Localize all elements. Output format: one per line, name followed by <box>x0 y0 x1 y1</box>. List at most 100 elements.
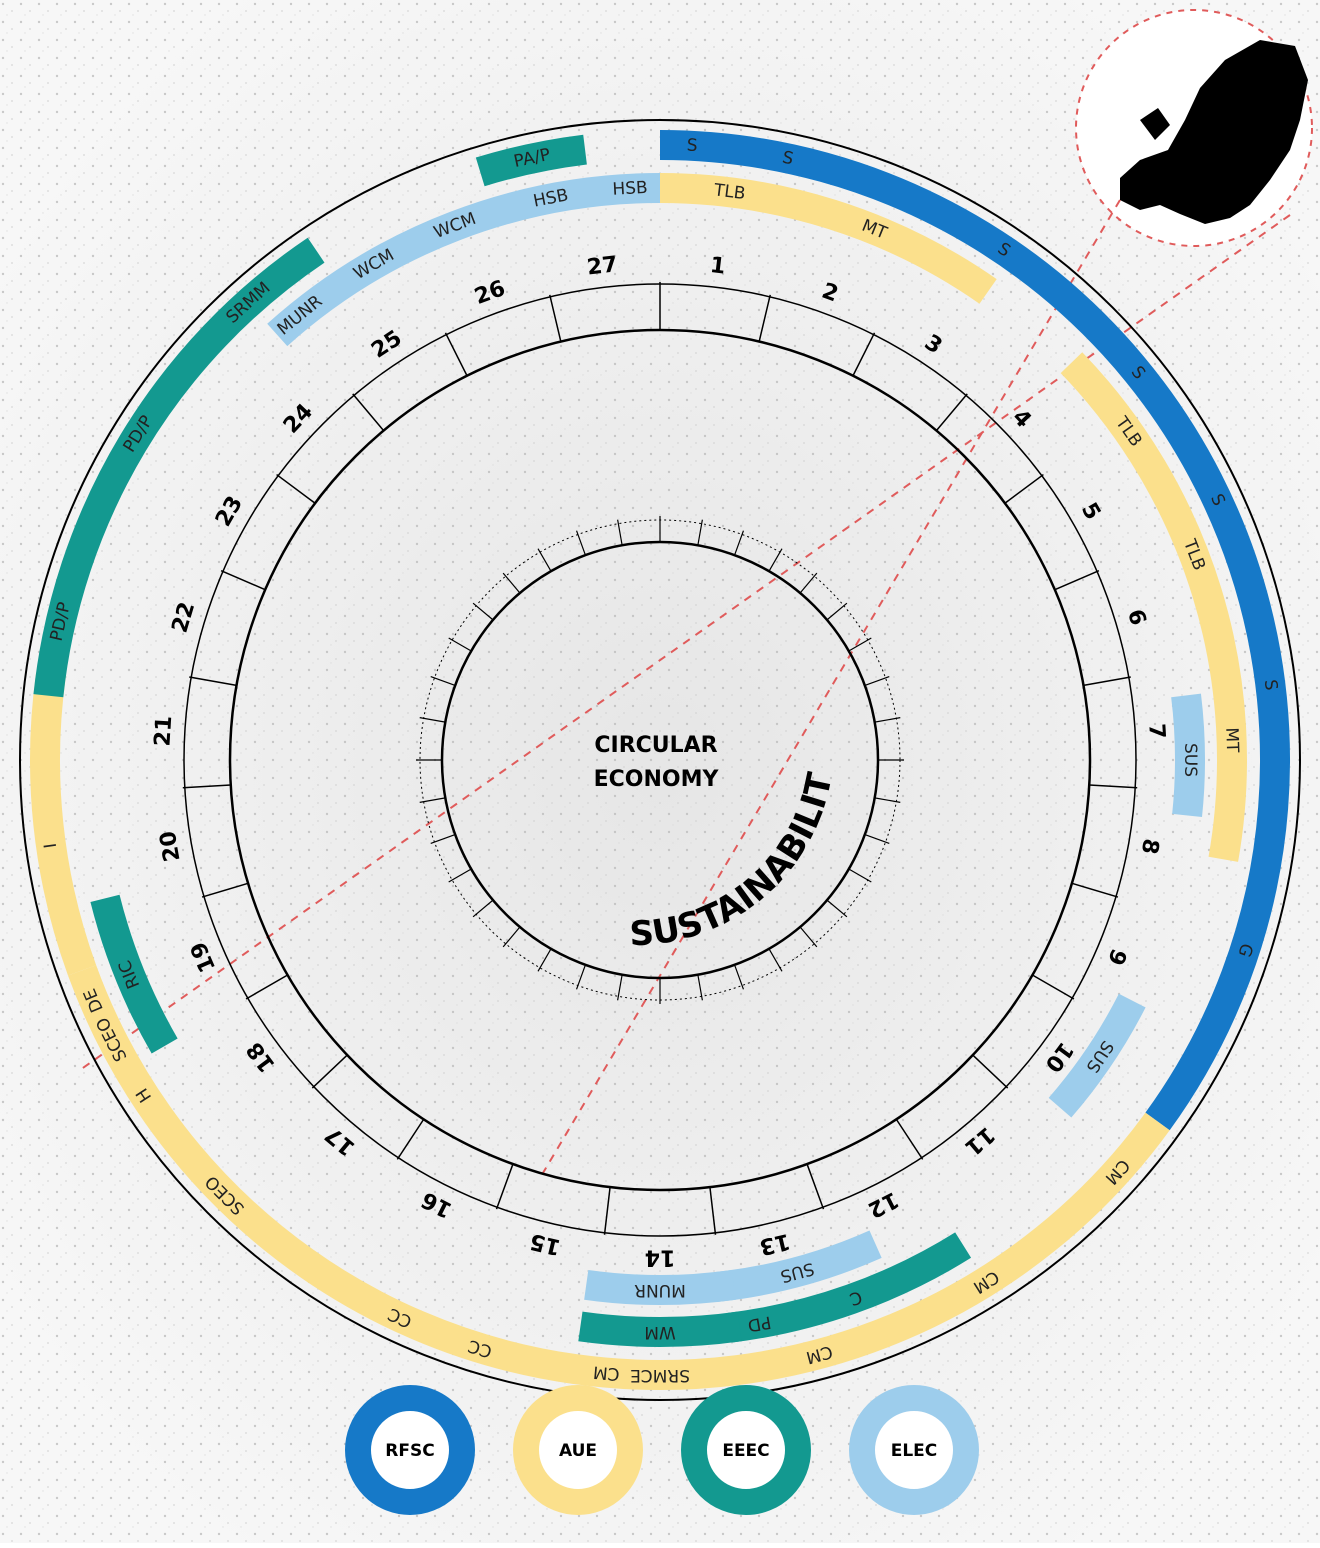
inner-tick <box>768 548 783 572</box>
sector-tick <box>182 784 231 789</box>
framework-arcs: SSSSSSGTLBMTTLBTLBMTSUSSUSCMCMCMCMCCCCSR… <box>30 130 1290 1390</box>
sector-number: 1 <box>709 253 727 280</box>
arc-aue-5 <box>67 965 1170 1390</box>
sector-number: 6 <box>1122 607 1150 629</box>
arc-elec-4 <box>1048 993 1146 1118</box>
arc-eeec-11 <box>90 894 178 1054</box>
arc-eeec-8 <box>578 1311 742 1347</box>
inner-tick <box>502 572 521 594</box>
sector-tick <box>311 1054 348 1089</box>
sector-tick <box>603 1187 611 1235</box>
inner-tick <box>799 572 818 594</box>
sector-tick <box>758 294 771 342</box>
sector-number: 7 <box>1143 723 1169 740</box>
inner-tick <box>472 602 494 621</box>
arc-label-mt: MT <box>1221 727 1242 753</box>
arc-label-cm: CM <box>592 1362 620 1384</box>
inner-tick <box>430 833 456 845</box>
inner-tick <box>864 833 890 845</box>
arc-elec-9 <box>584 1269 736 1305</box>
sector-number: 20 <box>156 829 186 864</box>
arc-label-s: S <box>1260 678 1281 691</box>
inner-tick <box>697 974 703 1001</box>
arc-rfsc-0 <box>659 130 1290 1131</box>
arc-elec-3 <box>1171 693 1205 817</box>
inner-tick <box>419 797 446 803</box>
legend-ring-aue <box>513 1385 643 1515</box>
arc-aue-1 <box>659 173 997 304</box>
arc-label-tlb: TLB <box>712 180 747 204</box>
arc-label-hsb: HSB <box>612 178 648 200</box>
arc-label-g: G <box>1233 941 1256 960</box>
sector-number: 21 <box>150 715 177 747</box>
legend-label-eeec: EEEC <box>722 1441 769 1461</box>
legend-label-rfsc: RFSC <box>385 1441 434 1461</box>
center-line-1: CIRCULAR <box>594 733 717 758</box>
arc-label-munr: MUNR <box>634 1280 686 1300</box>
inner-tick <box>575 530 587 556</box>
arc-eeec-14 <box>475 134 587 187</box>
inner-tick <box>874 717 901 723</box>
inner-tick <box>502 926 521 948</box>
sector-tick <box>1032 974 1075 1000</box>
sector-tick <box>396 1118 425 1160</box>
arc-aue-2 <box>1060 352 1247 862</box>
center-line-2: ECONOMY <box>594 767 720 792</box>
sector-tick <box>806 1163 825 1210</box>
sector-tick <box>201 882 249 898</box>
inner-tick <box>733 964 745 990</box>
arc-label-s: S <box>686 136 698 157</box>
arc-eeec-6 <box>727 1232 972 1343</box>
inner-tick <box>864 675 890 687</box>
sector-tick <box>352 393 385 432</box>
sector-tick <box>852 332 876 377</box>
inner-tick <box>537 548 552 572</box>
inner-tick <box>874 797 901 803</box>
arc-label-sus: SUS <box>1180 743 1200 777</box>
sector-tick <box>1071 882 1119 898</box>
sector-tick <box>1083 676 1131 687</box>
sector-tick <box>972 1054 1009 1089</box>
sector-tick <box>549 294 562 342</box>
sector-number: 14 <box>645 1245 676 1270</box>
sector-tick <box>1004 473 1044 504</box>
sector-tick <box>220 569 266 591</box>
inner-tick <box>472 899 494 918</box>
sector-tick <box>444 332 468 377</box>
arc-eeec-12 <box>33 237 325 698</box>
arc-label-i: I <box>41 842 62 850</box>
legend-ring-rfsc <box>345 1385 475 1515</box>
sector-number: 27 <box>586 252 619 280</box>
sector-tick <box>276 473 316 504</box>
sector-tick <box>935 393 968 432</box>
sector-tick <box>245 974 288 1000</box>
inner-tick <box>826 602 848 621</box>
sector-tick <box>1089 784 1138 789</box>
inset-connector-lines <box>79 199 1291 1179</box>
inner-tick <box>697 519 703 546</box>
sector-tick <box>189 676 237 687</box>
sector-number: 8 <box>1136 837 1163 856</box>
inner-tick <box>826 899 848 918</box>
arc-label-wm: WM <box>644 1322 675 1342</box>
inner-tick <box>768 948 783 972</box>
inner-tick <box>848 637 872 652</box>
inner-tick <box>848 868 872 883</box>
legend-ring-elec <box>849 1385 979 1515</box>
europe-inset-map <box>1075 9 1313 247</box>
inner-tick <box>419 717 446 723</box>
arc-label-pd: PD <box>746 1311 772 1335</box>
legend-ring-eeec <box>681 1385 811 1515</box>
sector-tick <box>895 1118 924 1160</box>
inner-tick <box>537 948 552 972</box>
sector-tick <box>709 1187 717 1235</box>
arc-label-s: S <box>781 148 796 170</box>
sector-tick <box>495 1163 514 1210</box>
arc-aue-10 <box>30 672 97 976</box>
inner-tick <box>733 530 745 556</box>
legend-label-elec: ELEC <box>891 1441 938 1461</box>
arc-label-srmce: SRMCE <box>630 1365 690 1385</box>
inner-tick <box>575 964 587 990</box>
